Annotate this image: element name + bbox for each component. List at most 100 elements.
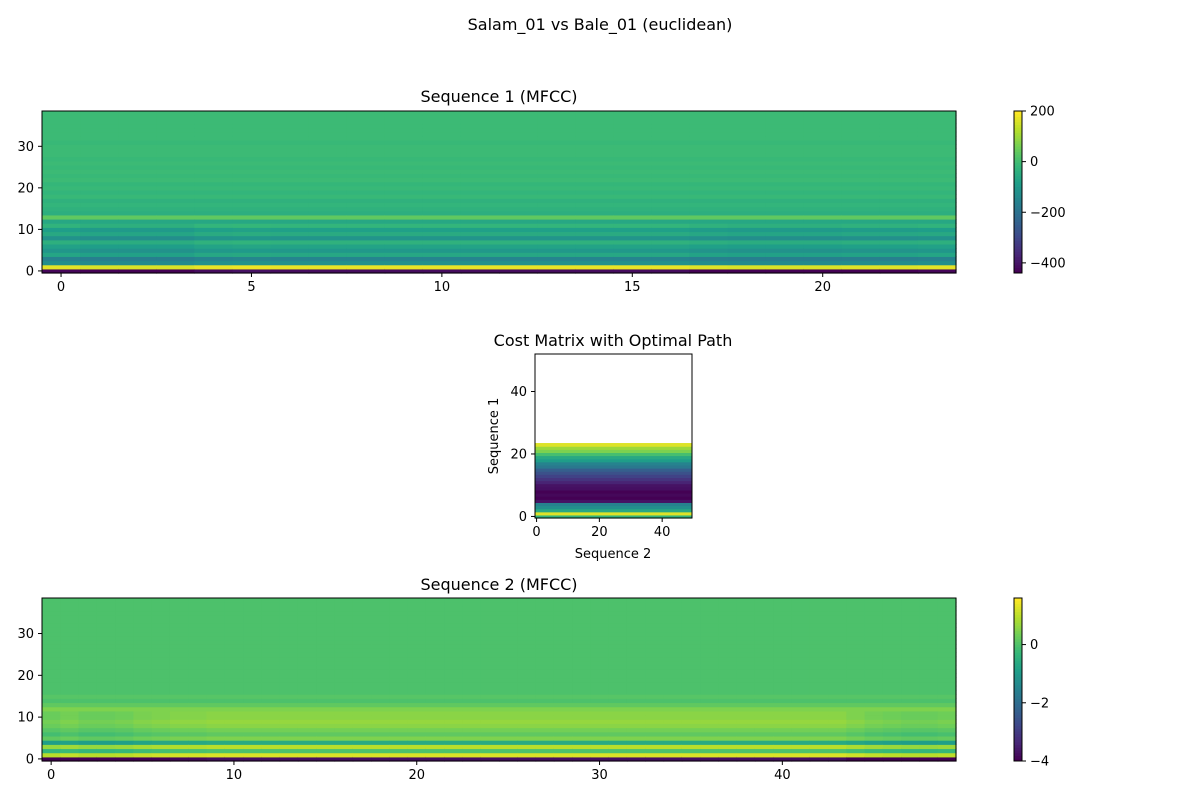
p3-cell	[371, 598, 390, 603]
p1-cell	[499, 119, 538, 125]
p3-cell	[462, 673, 482, 679]
p3-cell	[60, 614, 80, 620]
p3-cell	[645, 639, 665, 645]
p3-cell	[809, 715, 829, 720]
p3-cell	[590, 727, 610, 733]
p3-cell	[718, 752, 738, 758]
p3-cell	[42, 748, 61, 754]
p1-cell	[346, 194, 386, 199]
p1-cell	[575, 206, 614, 212]
p1-cell	[613, 223, 652, 228]
p3-cell	[846, 643, 866, 649]
p1-cell	[346, 256, 386, 262]
p3-cell	[499, 623, 518, 628]
p1-colorbar-segment	[1014, 229, 1022, 233]
p1-cell	[42, 156, 81, 162]
p3-cell	[133, 673, 153, 679]
p1-cell	[460, 243, 500, 249]
p3-cell	[206, 627, 226, 633]
p1-cell	[917, 119, 957, 125]
p3-cell	[243, 669, 262, 674]
p1-cell	[308, 177, 348, 183]
p1-cell	[346, 219, 386, 224]
p1-cell	[460, 231, 500, 237]
p3-cell	[828, 643, 847, 649]
p3-cell	[462, 639, 482, 645]
p1-cell	[156, 119, 195, 125]
p1-cell	[727, 206, 767, 212]
p1-colorbar-segment	[1014, 221, 1022, 225]
p3-cell	[96, 740, 116, 745]
p1-cell	[80, 260, 119, 266]
p1-cell	[118, 268, 157, 274]
p3-cell	[828, 694, 847, 699]
p3-cell	[681, 681, 701, 687]
p3-colorbar-segment	[1014, 714, 1022, 719]
p3-cell	[773, 706, 793, 712]
p1-cell	[156, 160, 195, 166]
p3-cell	[736, 660, 756, 666]
p1-cell	[689, 181, 729, 187]
p3-cell	[773, 740, 793, 745]
p3-cell	[78, 648, 98, 653]
p3-cell	[261, 648, 281, 653]
p1-cell	[460, 268, 500, 274]
p3-cell	[371, 698, 390, 704]
p3-cell	[115, 710, 134, 716]
p3-cell	[718, 664, 738, 670]
p3-cell	[188, 673, 208, 679]
p3-cell	[663, 627, 683, 633]
p3-cell	[553, 715, 573, 720]
p3-cell	[590, 643, 610, 649]
p1-cell	[194, 202, 234, 208]
p3-cell	[407, 719, 427, 724]
p3-cell	[645, 610, 665, 616]
p1-cell	[575, 210, 614, 216]
p1-cell	[194, 119, 234, 125]
p3-cell	[297, 748, 317, 754]
p3-cell	[42, 648, 61, 653]
p1-cell	[803, 185, 843, 191]
p3-cell	[78, 694, 98, 699]
p1-cell	[270, 214, 310, 220]
p3-cell	[864, 748, 884, 754]
p1-cell	[575, 239, 614, 245]
p3-cell	[846, 706, 866, 712]
p3-cell	[572, 618, 591, 624]
p3-cell	[553, 606, 573, 612]
p1-cell	[917, 227, 957, 233]
p1-cell	[80, 223, 119, 228]
p3-cell	[718, 648, 738, 653]
p3-cell	[919, 731, 939, 737]
p3-cell	[754, 740, 774, 745]
p3-cell	[645, 635, 665, 641]
p1-cell	[575, 256, 614, 262]
p3-cell	[425, 698, 445, 704]
p1-cell	[42, 231, 81, 237]
p3-cell	[206, 648, 226, 653]
p3-cell	[407, 639, 427, 645]
p3-cell	[499, 660, 518, 666]
p1-cell	[613, 206, 652, 212]
p3-cell	[572, 748, 591, 754]
p3-cell	[206, 656, 226, 662]
p1-cell	[422, 256, 462, 262]
p3-cell	[718, 614, 738, 620]
p3-cell	[590, 639, 610, 645]
p3-cell	[736, 744, 756, 750]
p3-cell	[663, 648, 683, 653]
p1-xtick-label: 20	[814, 280, 831, 295]
p3-cell	[864, 756, 884, 762]
p3-cell	[42, 752, 61, 758]
p3-cell	[572, 677, 591, 683]
p3-cell	[352, 694, 372, 699]
p3-cell	[297, 656, 317, 662]
p1-cell	[613, 127, 652, 133]
p3-cell	[78, 623, 98, 628]
p1-cell	[156, 227, 195, 233]
p3-cell	[553, 656, 573, 662]
p3-cell	[700, 639, 719, 645]
p1-cell	[232, 119, 272, 125]
p3-cell	[115, 694, 134, 699]
p3-cell	[809, 606, 829, 612]
